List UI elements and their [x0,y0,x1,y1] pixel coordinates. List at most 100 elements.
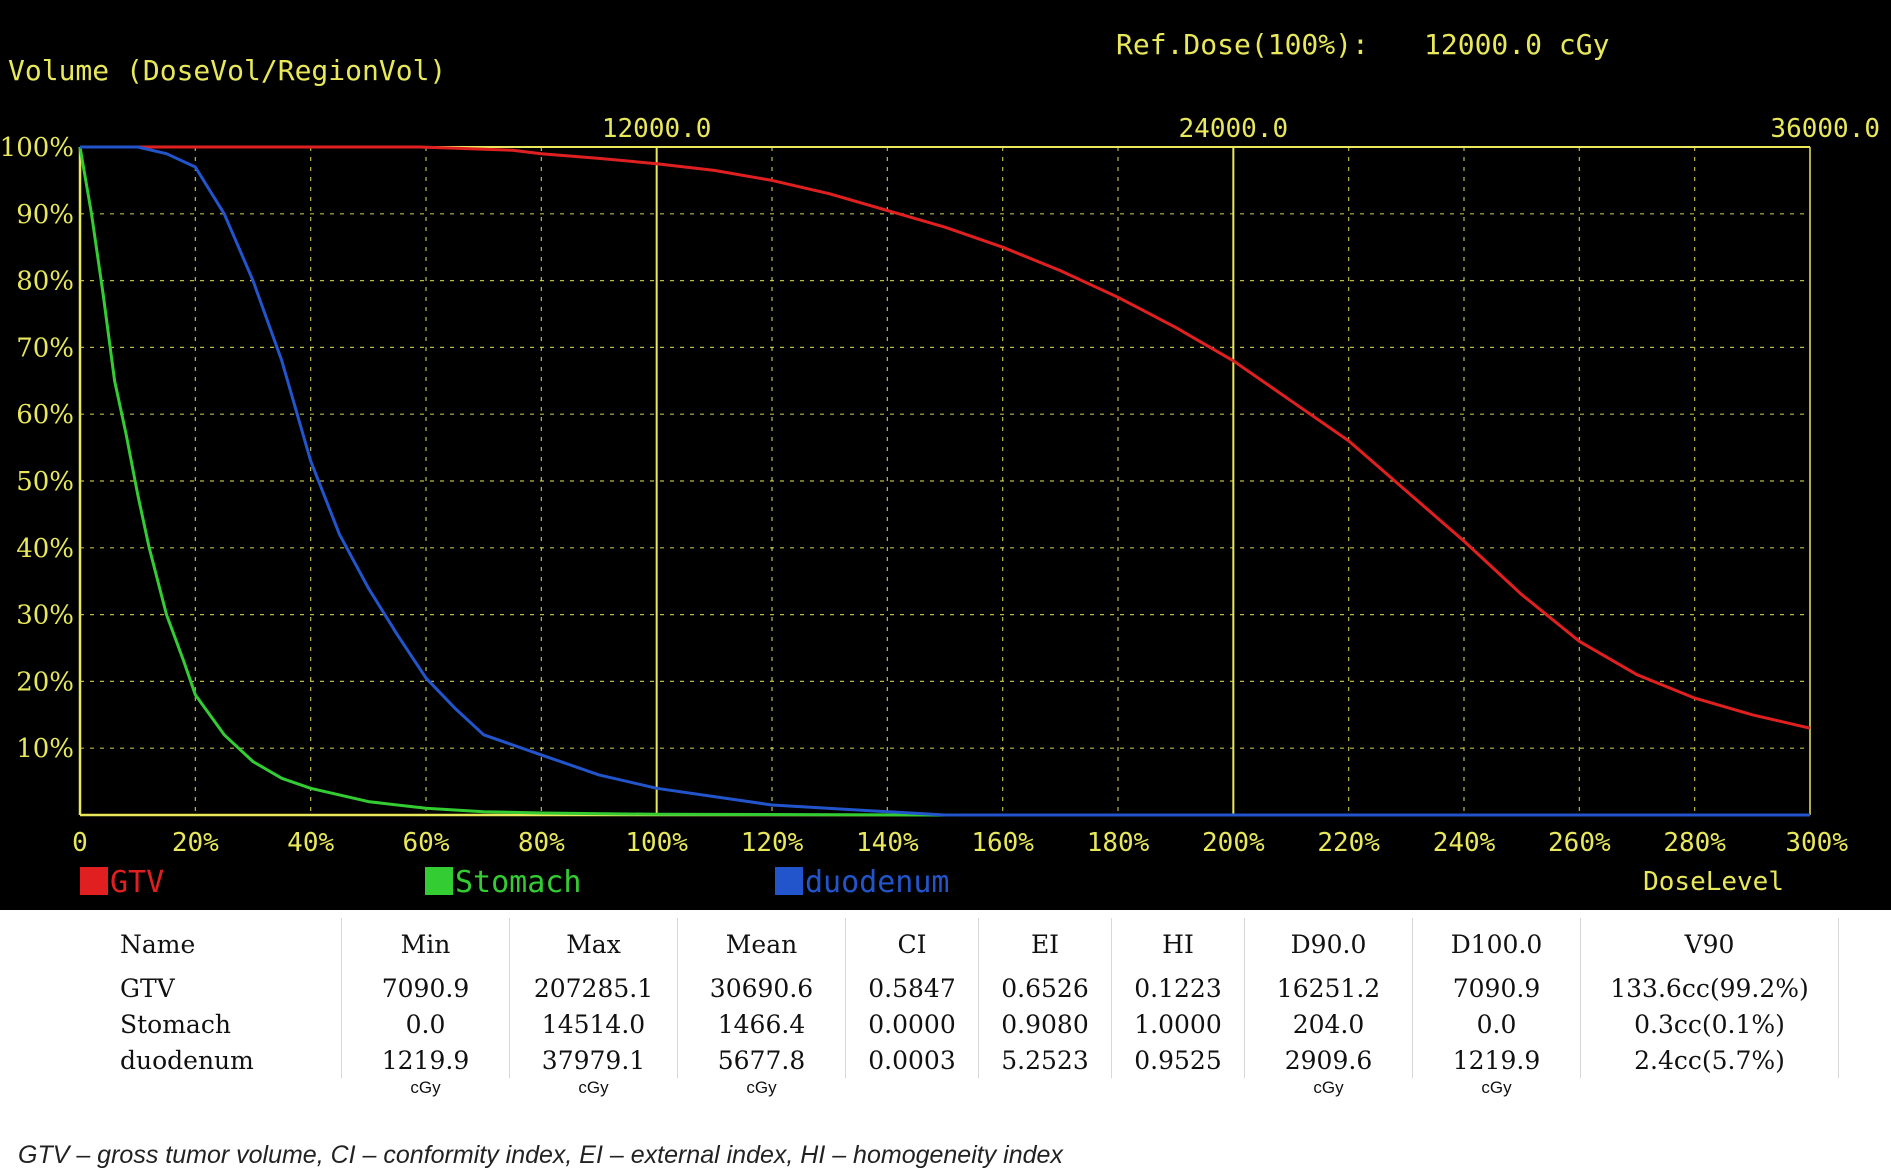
x-tick-label: 240% [1433,828,1496,858]
unit-label: cGy [1481,1078,1512,1097]
x-tick-label: 160% [971,828,1034,858]
unit-label [979,1078,1112,1102]
x-tick-label: 180% [1087,828,1150,858]
top-tick-label: 24000.0 [1179,114,1289,144]
table-row: duodenum 1219.9 37979.1 5677.8 0.0003 5.2523 0… [108,1042,1839,1078]
table-cell: 0.6526 [978,970,1112,1006]
table-cell: 5677.8 [677,1042,846,1078]
unit-label: cGy [578,1078,609,1097]
legend-label-stomach: Stomach [455,865,581,900]
unit-label: cGy [746,1078,777,1097]
table-cell: 7090.9 [341,970,510,1006]
table-header-cell: V90 [1580,918,1839,970]
dvh-chart: Volume (DoseVol/RegionVol) Ref.Dose(100%… [0,28,1880,900]
volume-axis-label: Volume (DoseVol/RegionVol) [8,54,446,87]
table-cell: 207285.1 [509,970,678,1006]
table-cell: 1219.9 [341,1042,510,1078]
table-header-cell: HI [1111,918,1245,970]
dvh-chart-panel: Volume (DoseVol/RegionVol) Ref.Dose(100%… [0,0,1891,910]
y-tick-label: 100% [0,133,74,163]
unit-label: cGy [1313,1078,1344,1097]
x-tick-label: 40% [287,828,334,858]
series-line-duodenum [80,145,1810,817]
x-tick-label: 100% [625,828,688,858]
table-row: GTV 7090.9 207285.1 30690.6 0.5847 0.6526 0.12… [108,970,1839,1006]
table-header-row: Name Min Max Mean CI EI HI D90.0 D100.0 V90 [108,918,1839,970]
y-tick-label: 30% [16,601,74,631]
x-tick-label: 120% [741,828,804,858]
ref-dose-label: Ref.Dose(100%): [1116,28,1369,61]
table-cell: 1466.4 [677,1006,846,1042]
y-tick-label: 50% [16,467,74,497]
x-tick-label: 260% [1548,828,1611,858]
table-row: Stomach 0.0 14514.0 1466.4 0.0000 0.9080 1.000… [108,1006,1839,1042]
table-header-cell: Name [108,918,342,970]
tick-labels: 10% 20% 30% 40% 50% 60% 70% 80% 90% 100% 0 20% 40% 60… [0,114,1880,897]
x-tick-label: 280% [1663,828,1726,858]
table-cell: 204.0 [1244,1006,1413,1042]
unit-label [846,1078,979,1102]
grid [80,147,1810,815]
y-tick-label: 10% [16,734,74,764]
table-header-cell: D90.0 [1244,918,1413,970]
y-tick-label: 90% [16,200,74,230]
table-cell: 14514.0 [509,1006,678,1042]
figure-caption: GTV – gross tumor volume, CI – conformit… [18,1141,1063,1169]
table-cell: 0.9080 [978,1006,1112,1042]
table-cell: 1.0000 [1111,1006,1245,1042]
table-cell: 1219.9 [1412,1042,1581,1078]
y-tick-label: 20% [16,667,74,697]
dose-statistics-table: Name Min Max Mean CI EI HI D90.0 D100.0 V90 GTV 70… [108,918,1839,1102]
x-tick-label: 300% [1785,828,1848,858]
table-cell: 2.4cc(5.7%) [1580,1042,1839,1078]
ref-dose-value: 12000.0 cGy [1424,28,1609,61]
table-cell: 0.5847 [845,970,979,1006]
x-tick-label: 220% [1317,828,1380,858]
table-cell: Stomach [108,1006,342,1042]
top-tick-label: 12000.0 [602,114,712,144]
legend-swatch-duodenum [775,867,803,895]
legend-swatch-stomach [425,867,453,895]
legend: GTV Stomach duodenum [80,865,950,900]
table-cell: 0.1223 [1111,970,1245,1006]
table-cell: 0.0003 [845,1042,979,1078]
x-tick-label: 200% [1202,828,1265,858]
table-cell: duodenum [108,1042,342,1078]
table-header-cell: Max [509,918,678,970]
table-cell: 0.0000 [845,1006,979,1042]
table-cell: 5.2523 [978,1042,1112,1078]
legend-swatch-gtv [80,867,108,895]
table-cell: 2909.6 [1244,1042,1413,1078]
x-tick-label: 80% [518,828,565,858]
legend-label-duodenum: duodenum [805,865,950,900]
table-cell: 7090.9 [1412,970,1581,1006]
y-tick-label: 70% [16,333,74,363]
y-tick-label: 80% [16,267,74,297]
series-line-gtv [80,145,1811,730]
legend-label-gtv: GTV [110,865,164,900]
table-cell: 30690.6 [677,970,846,1006]
table-header-cell: D100.0 [1412,918,1581,970]
table-header-cell: EI [978,918,1112,970]
x-tick-label: 140% [856,828,919,858]
x-tick-label: 60% [403,828,450,858]
table-cell: 0.0 [1412,1006,1581,1042]
x-axis-title: DoseLevel [1643,867,1784,897]
table-cell: 0.9525 [1111,1042,1245,1078]
unit-label [1581,1078,1839,1102]
y-tick-label: 60% [16,400,74,430]
y-tick-label: 40% [16,534,74,564]
top-tick-label: 36000.0 [1770,114,1880,144]
unit-row: cGy cGy cGy cGy cGy [108,1078,1839,1102]
table-header-cell: CI [845,918,979,970]
table-cell: 0.0 [341,1006,510,1042]
table-cell: 133.6cc(99.2%) [1580,970,1839,1006]
series-lines [78,145,1811,817]
table-cell: 37979.1 [509,1042,678,1078]
series-line-stomach [78,146,946,817]
x-tick-label: 0 [72,828,88,858]
unit-label [108,1078,342,1102]
table-header-cell: Mean [677,918,846,970]
table-cell: GTV [108,970,342,1006]
unit-label: cGy [410,1078,441,1097]
